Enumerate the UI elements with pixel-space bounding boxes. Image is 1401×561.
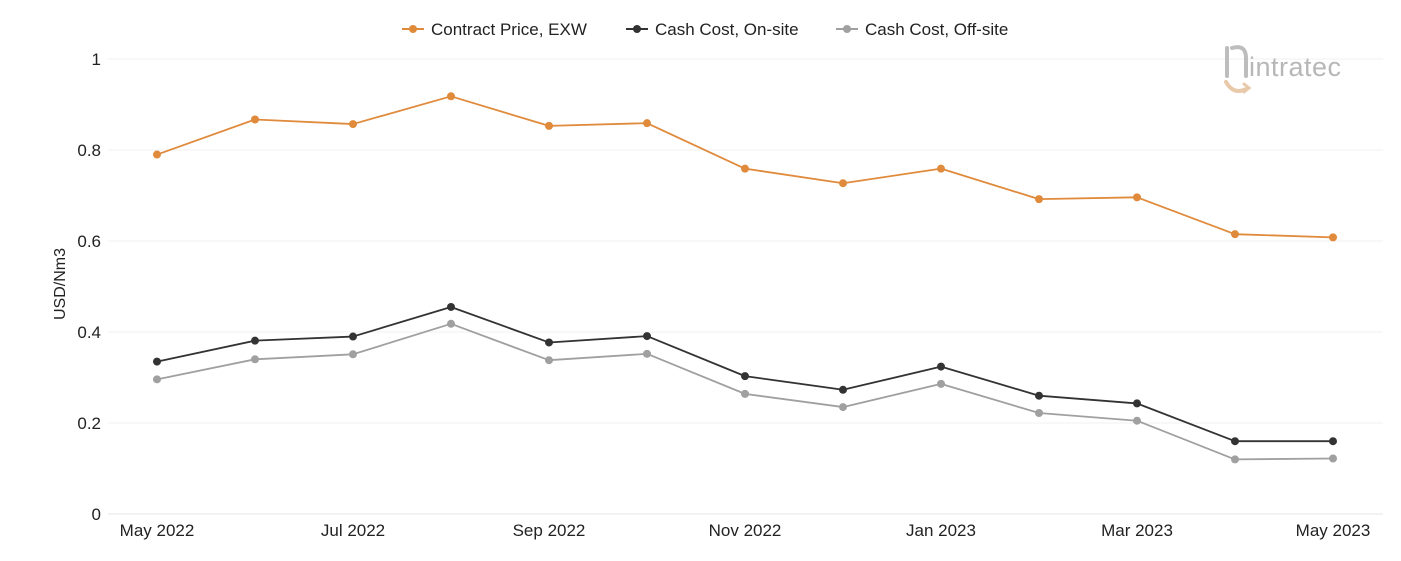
legend: Contract Price, EXW Cash Cost, On-site Cas… [402,20,1008,39]
series-3 [153,319,1337,464]
data-point[interactable] [545,356,553,365]
data-point[interactable] [1133,416,1141,425]
gridlines [108,58,1383,515]
x-tick-label: Sep 2022 [513,521,586,540]
data-point[interactable] [1231,230,1239,239]
data-point[interactable] [1329,437,1337,446]
y-tick-label: 1 [92,50,101,69]
data-point[interactable] [545,121,553,130]
x-tick-label: Mar 2023 [1101,521,1173,540]
data-point[interactable] [937,164,945,173]
series-group [153,92,1337,464]
legend-item[interactable]: Cash Cost, Off-site [836,20,1008,39]
y-tick-label: 0.8 [77,141,101,160]
x-tick-label: Nov 2022 [709,521,782,540]
legend-item[interactable]: Cash Cost, On-site [626,20,799,39]
data-point[interactable] [349,350,357,359]
legend-swatch-marker [409,25,417,33]
data-point[interactable] [349,120,357,129]
y-axis: 0 0.2 0.4 0.6 0.8 1 [77,50,101,524]
data-point[interactable] [937,362,945,371]
data-point[interactable] [153,357,161,366]
data-point[interactable] [839,403,847,412]
x-axis: May 2022 Jul 2022 Sep 2022 Nov 2022 Jan 2023… [120,521,1371,540]
data-point[interactable] [741,164,749,173]
intratec-logo-icon [1224,45,1252,94]
y-tick-label: 0.6 [77,232,101,251]
legend-item[interactable]: Contract Price, EXW [402,20,587,39]
data-point[interactable] [643,119,651,128]
data-point[interactable] [937,379,945,388]
series-1 [153,92,1337,242]
y-axis-title: USD/Nm3 [52,248,69,320]
legend-label: Contract Price, EXW [431,20,587,39]
data-point[interactable] [1035,408,1043,417]
data-point[interactable] [447,319,455,328]
legend-swatch-marker [843,25,851,33]
series-2 [153,302,1337,446]
y-tick-label: 0 [92,505,101,524]
data-point[interactable] [1035,391,1043,400]
data-point[interactable] [839,385,847,394]
data-point[interactable] [251,115,259,124]
data-point[interactable] [447,92,455,101]
data-point[interactable] [1231,437,1239,446]
data-point[interactable] [153,375,161,384]
data-point[interactable] [1133,193,1141,202]
data-point[interactable] [1035,195,1043,204]
x-tick-label: Jan 2023 [906,521,976,540]
legend-label: Cash Cost, Off-site [865,20,1008,39]
x-tick-label: Jul 2022 [321,521,385,540]
y-tick-label: 0.4 [77,323,101,342]
data-point[interactable] [349,332,357,341]
data-point[interactable] [1329,233,1337,242]
data-point[interactable] [1231,455,1239,464]
data-point[interactable] [741,372,749,381]
legend-label: Cash Cost, On-site [655,20,799,39]
data-point[interactable] [251,355,259,364]
data-point[interactable] [447,302,455,311]
data-point[interactable] [643,349,651,358]
data-point[interactable] [545,338,553,347]
data-point[interactable] [741,389,749,398]
y-tick-label: 0.2 [77,414,101,433]
data-point[interactable] [1133,399,1141,408]
logo-text: intratec [1249,52,1342,82]
legend-swatch-marker [633,25,641,33]
brand-logo: intratec [1224,45,1342,94]
x-tick-label: May 2022 [120,521,195,540]
data-point[interactable] [839,179,847,188]
data-point[interactable] [251,336,259,345]
data-point[interactable] [643,332,651,341]
x-tick-label: May 2023 [1296,521,1371,540]
data-point[interactable] [153,150,161,159]
data-point[interactable] [1329,454,1337,463]
